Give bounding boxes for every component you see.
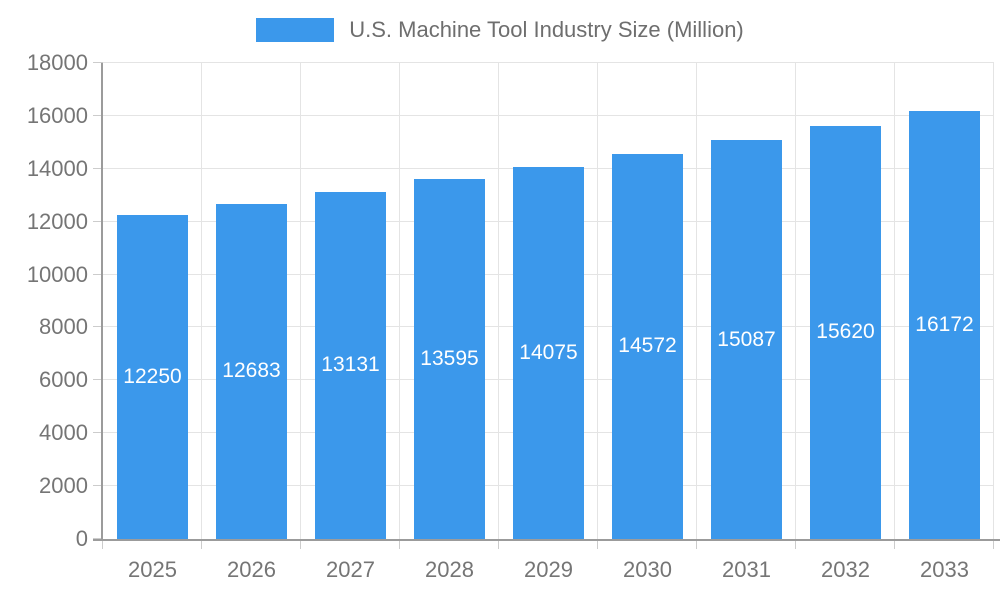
y-axis-tick-label: 14000 [26,155,88,181]
y-axis-tick-label: 18000 [26,50,88,75]
x-axis-tick [102,539,103,549]
bar[interactable]: 15620 [810,125,881,539]
v-gridline [300,63,301,539]
bar[interactable]: 14572 [612,153,683,539]
bar[interactable]: 16172 [909,111,980,539]
x-axis-tick-label: 2030 [623,557,672,582]
y-axis-tick [93,114,103,116]
y-axis-tick-label: 4000 [39,420,88,446]
bar-value-label: 14075 [519,340,578,364]
bar-value-label: 15620 [816,320,875,344]
x-axis-line [93,539,1000,541]
x-axis-tick-label: 2025 [128,557,177,582]
x-axis-tick [597,539,598,549]
y-axis-tick-label: 16000 [26,102,88,128]
y-axis-tick [93,379,103,381]
y-axis-tick [93,220,103,222]
x-axis-tick-label: 2031 [722,557,771,582]
x-axis-tick [894,539,895,549]
x-axis-tick-label: 2029 [524,557,573,582]
y-axis-tick-label: 12000 [26,208,88,234]
legend-label: U.S. Machine Tool Industry Size (Million… [349,17,744,42]
x-axis-tick [399,539,400,549]
y-axis-tick-label: 10000 [26,261,88,287]
y-axis-tick [93,273,103,275]
v-gridline [399,63,400,539]
bar-value-label: 13131 [321,353,380,377]
y-axis-tick-label: 2000 [39,473,88,499]
x-axis-tick-label: 2027 [326,557,375,582]
bar-value-label: 15087 [717,327,776,351]
h-gridline [103,62,994,63]
bar-value-label: 14572 [618,334,677,358]
y-axis-line [101,63,103,541]
x-axis-tick [498,539,499,549]
legend-swatch-icon [256,18,335,42]
bar[interactable]: 12683 [216,203,287,539]
bar[interactable]: 12250 [117,215,188,539]
x-axis-tick-label: 2026 [227,557,276,582]
v-gridline [795,63,796,539]
x-axis-tick [201,539,202,549]
y-axis-tick-label: 0 [75,526,88,551]
y-axis-tick-label: 6000 [39,367,88,393]
legend[interactable]: U.S. Machine Tool Industry Size (Million… [0,17,1000,43]
bar-value-label: 12683 [222,359,281,383]
x-axis-tick-label: 2032 [821,557,870,582]
y-axis-tick [93,62,103,63]
y-axis-tick [93,485,103,487]
x-axis-tick-label: 2028 [425,557,474,582]
x-axis-tick [696,539,697,549]
bar-value-label: 12250 [123,365,182,389]
bar-value-label: 13595 [420,347,479,371]
bar[interactable]: 14075 [513,166,584,539]
v-gridline [201,63,202,539]
y-axis-tick [93,432,103,434]
y-axis-tick [93,167,103,169]
x-axis-tick [795,539,796,549]
bar-value-label: 16172 [915,313,974,337]
y-axis-tick-label: 8000 [39,314,88,340]
h-gridline [103,114,994,116]
v-gridline [993,63,994,539]
bar[interactable]: 13595 [414,179,485,539]
bar[interactable]: 13131 [315,191,386,539]
bar[interactable]: 15087 [711,140,782,539]
x-axis-tick [300,539,301,549]
y-axis-tick [93,326,103,328]
y-axis-tick [93,538,103,539]
v-gridline [696,63,697,539]
v-gridline [597,63,598,539]
v-gridline [498,63,499,539]
v-gridline [894,63,895,539]
x-axis-tick [993,539,994,549]
x-axis-tick-label: 2033 [920,557,969,582]
